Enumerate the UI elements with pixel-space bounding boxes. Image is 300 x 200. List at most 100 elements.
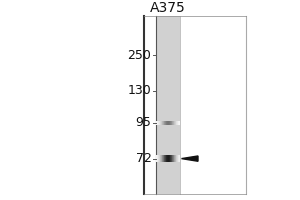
Bar — [156, 37, 180, 40]
Bar — [157, 121, 158, 125]
Bar — [164, 155, 165, 162]
Bar — [160, 121, 161, 125]
Bar — [156, 176, 180, 179]
Bar — [156, 153, 180, 156]
Bar — [156, 191, 180, 194]
Bar — [172, 121, 173, 125]
Bar — [156, 182, 180, 185]
Bar — [167, 121, 168, 125]
Bar — [156, 90, 180, 93]
Bar — [170, 121, 171, 125]
Bar — [169, 155, 170, 162]
Bar — [159, 121, 160, 125]
Bar — [156, 141, 180, 144]
Bar — [156, 147, 180, 150]
Text: 72: 72 — [136, 152, 152, 165]
Bar — [156, 165, 180, 168]
Bar — [159, 155, 160, 162]
Polygon shape — [182, 156, 198, 161]
Bar — [156, 121, 157, 125]
Bar — [163, 121, 164, 125]
Bar — [156, 72, 180, 75]
Bar — [173, 155, 174, 162]
Bar — [169, 121, 170, 125]
Bar — [156, 179, 180, 182]
Bar — [162, 155, 163, 162]
Bar — [159, 121, 160, 125]
Bar — [156, 120, 180, 123]
Bar — [156, 25, 180, 28]
Bar — [156, 150, 180, 153]
Bar — [165, 121, 166, 125]
Bar — [170, 155, 171, 162]
Bar — [176, 155, 177, 162]
Bar — [169, 155, 170, 162]
Bar — [169, 121, 170, 125]
Bar — [160, 155, 161, 162]
Bar — [179, 155, 180, 162]
Bar — [160, 121, 161, 125]
Bar — [156, 168, 180, 171]
Bar — [161, 155, 162, 162]
Text: 130: 130 — [128, 84, 152, 97]
Bar — [177, 121, 178, 125]
Bar — [178, 121, 179, 125]
Bar — [156, 132, 180, 135]
Bar — [156, 31, 180, 34]
Bar — [164, 121, 165, 125]
Bar — [156, 155, 157, 162]
Bar — [156, 46, 180, 49]
Bar — [144, 16, 246, 194]
Text: 95: 95 — [136, 116, 152, 129]
Bar — [177, 155, 178, 162]
Bar — [159, 155, 160, 162]
Bar — [156, 144, 180, 147]
Text: A375: A375 — [150, 1, 186, 15]
Bar — [156, 171, 180, 173]
Bar — [156, 129, 180, 132]
Bar — [156, 60, 180, 63]
Bar — [174, 155, 175, 162]
Bar — [156, 43, 180, 46]
Bar — [156, 57, 180, 60]
Bar — [172, 155, 173, 162]
Bar — [156, 111, 180, 114]
Bar — [156, 114, 180, 117]
Bar — [158, 155, 159, 162]
Bar — [156, 99, 180, 102]
Bar — [165, 155, 166, 162]
Bar — [156, 173, 180, 176]
Bar — [157, 155, 158, 162]
Bar — [179, 121, 180, 125]
Bar — [156, 121, 157, 125]
Bar — [170, 121, 171, 125]
Bar — [158, 155, 159, 162]
Bar — [168, 121, 169, 125]
Bar — [174, 121, 175, 125]
Bar — [162, 121, 163, 125]
Bar — [157, 121, 158, 125]
Bar — [165, 155, 166, 162]
Bar — [156, 185, 180, 188]
Bar — [156, 52, 180, 55]
Bar — [156, 135, 180, 138]
Bar — [178, 155, 179, 162]
Bar — [156, 162, 180, 165]
Bar — [166, 155, 167, 162]
Bar — [177, 155, 178, 162]
Bar — [176, 121, 177, 125]
Bar — [156, 75, 180, 78]
Bar — [162, 155, 163, 162]
Bar — [156, 19, 180, 22]
Bar — [158, 121, 159, 125]
Bar — [156, 159, 180, 162]
Bar — [172, 121, 173, 125]
Bar — [156, 138, 180, 141]
Bar — [156, 188, 180, 191]
Bar — [156, 126, 180, 129]
Bar — [156, 96, 180, 99]
Bar — [156, 108, 180, 111]
Bar — [172, 155, 173, 162]
Bar — [156, 155, 157, 162]
Bar — [167, 155, 168, 162]
